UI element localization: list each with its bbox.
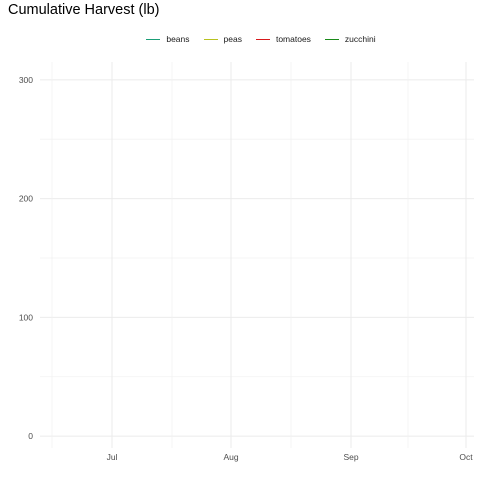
legend-key-peas — [203, 38, 218, 40]
legend-item-tomatoes: tomatoes — [255, 34, 311, 44]
legend-label-peas: peas — [223, 34, 242, 44]
chart-title: Cumulative Harvest (lb) — [8, 2, 160, 18]
legend-item-peas: peas — [203, 34, 242, 44]
legend-key-beans — [146, 38, 161, 40]
x-tick-label: Jul — [107, 452, 118, 462]
x-tick-label: Oct — [459, 452, 473, 462]
legend-item-zucchini: zucchini — [324, 34, 376, 44]
legend-label-beans: beans — [166, 34, 190, 44]
legend-key-tomatoes — [255, 38, 270, 40]
legend-label-tomatoes: tomatoes — [275, 34, 311, 44]
legend: beans peas tomatoes zucchini — [0, 33, 480, 45]
y-tick-label: 0 — [28, 431, 33, 441]
x-tick-label: Sep — [343, 452, 358, 462]
legend-key-zucchini — [324, 38, 339, 40]
x-tick-label: Aug — [223, 452, 238, 462]
y-tick-label: 300 — [19, 75, 33, 85]
legend-label-zucchini: zucchini — [344, 34, 376, 44]
y-tick-label: 100 — [19, 312, 33, 322]
y-tick-label: 200 — [19, 194, 33, 204]
legend-item-beans: beans — [146, 34, 190, 44]
